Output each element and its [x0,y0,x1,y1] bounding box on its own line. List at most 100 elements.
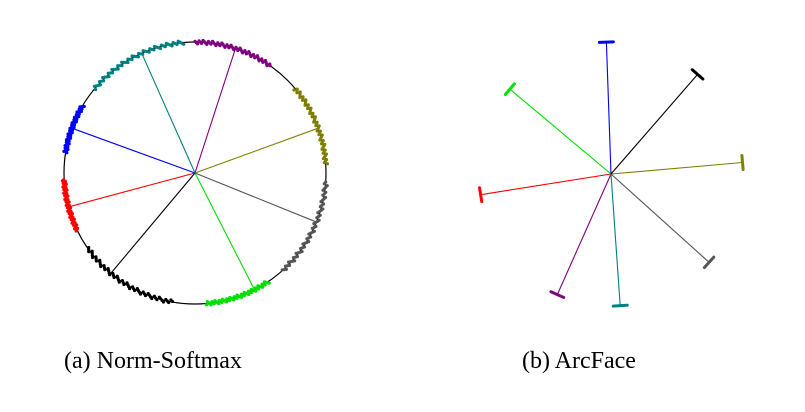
sample-point [295,87,299,91]
class-weight-vector [110,172,196,274]
sample-point [225,43,229,47]
sample-point [302,245,307,249]
sample-point [324,180,328,184]
sample-point [239,295,244,300]
sample-point [298,90,302,94]
sample-point [120,60,124,64]
sample-point [206,39,211,44]
sample-point [99,264,103,269]
norm-softmax-panel [60,38,330,307]
feature-cluster [549,290,566,299]
sample-point [122,282,126,287]
class-weight-vector [194,172,255,290]
sample-point [220,300,224,305]
sample-point [251,52,256,57]
sample-point [321,138,325,143]
sample-point [315,120,319,124]
sample-point [217,302,221,306]
sample-point [152,44,157,49]
class-weight-vector [71,127,196,174]
sample-point [318,129,323,133]
sample-point [90,255,95,260]
sample-point [323,195,328,200]
sample-point [110,67,114,72]
sample-point [170,299,174,304]
sample-point [321,207,325,211]
sample-point [150,296,154,301]
sample-point [229,43,233,47]
sample-point [117,280,121,284]
sample-point [224,300,229,304]
feature-cluster [503,82,516,97]
sample-point [138,292,143,296]
sample-point [167,300,171,305]
sample-point [193,39,197,44]
sample-point [209,303,213,307]
arcface-caption: (b) ArcFace [522,348,636,374]
sample-point [301,95,305,99]
sample-point [314,224,318,228]
sample-point [320,133,324,137]
class-weight-vector [194,48,237,174]
sample-point [137,51,141,56]
sample-point [249,290,254,295]
sample-point [234,45,238,49]
sample-point [309,235,313,239]
sample-point [295,254,300,259]
sample-point [323,148,327,152]
sample-point [65,151,69,155]
feature-cluster [690,68,705,81]
sample-point [324,158,329,162]
sample-point [312,229,316,233]
sample-point [74,229,78,233]
sample-point [242,294,246,298]
sample-point [112,275,116,280]
sample-point [247,50,251,54]
sample-point [164,41,168,45]
sample-point [268,62,272,66]
sample-point [267,281,271,285]
sample-point [101,75,105,80]
sample-point [254,289,258,293]
sample-point [284,267,288,271]
sample-point [313,115,317,119]
sample-point [204,303,209,307]
sample-point [324,190,328,194]
sample-point [97,79,102,84]
sample-point [293,259,297,263]
sample-point [130,54,134,58]
class-weight-vector [194,127,319,174]
class-weight-vector [610,74,699,175]
sample-point [263,283,267,287]
feature-cluster [702,255,716,270]
feature-cluster [740,154,745,171]
sample-point [126,57,130,61]
sample-point [62,149,66,153]
arcface-panel [478,40,745,308]
class-weight-vector [194,172,317,223]
class-weight-vector [610,173,710,263]
sample-point [161,300,166,304]
sample-point [108,273,112,277]
sample-point [261,285,265,289]
sample-point [93,87,98,92]
sample-point [292,88,296,92]
sample-point [318,213,322,217]
sample-point [238,46,242,50]
sample-point [323,142,327,147]
sample-point [247,292,251,297]
sample-point [235,296,239,300]
sample-point [159,43,163,47]
sample-point [171,41,175,45]
sample-point [132,288,137,293]
sample-point [243,48,247,53]
feature-cluster [611,303,629,308]
sample-point [256,287,261,291]
sample-point [306,103,310,107]
sample-point [227,299,232,303]
class-weight-vector [480,173,612,196]
sample-point [324,152,329,156]
class-weight-vector [68,172,196,208]
sample-point [201,38,205,43]
sample-point [143,293,148,298]
